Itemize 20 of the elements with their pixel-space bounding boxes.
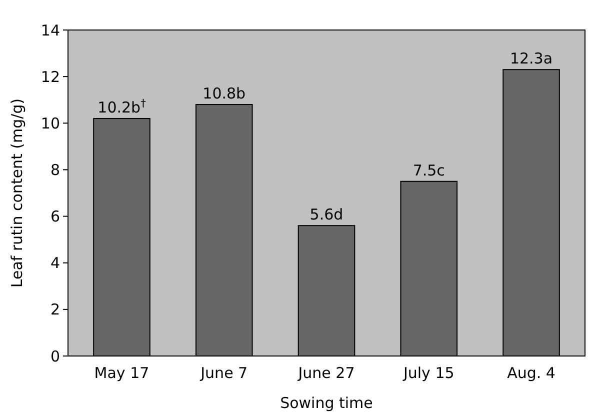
data-label: 7.5c [412, 161, 445, 180]
x-tick-label: June 7 [200, 364, 248, 382]
y-tick-label: 0 [50, 347, 60, 366]
data-label: 10.2b$^{†}$ [98, 97, 146, 116]
y-tick-label: 8 [50, 160, 60, 179]
y-axis-title: Leaf rutin content (mg/g) [8, 98, 26, 288]
x-tick-label: May 17 [94, 364, 150, 382]
y-tick-label: 2 [50, 300, 60, 319]
y-tick-label: 4 [50, 254, 60, 272]
y-tick-label: 14 [40, 21, 60, 40]
x-tick-label: July 15 [402, 364, 454, 382]
x-axis-title: Sowing time [280, 394, 373, 412]
data-label: 12.3a [510, 50, 553, 68]
x-tick-label: Aug. 4 [507, 364, 556, 382]
y-tick-label: 10 [40, 114, 60, 132]
data-label: 5.6d [310, 206, 344, 224]
data-label: 10.8b [202, 84, 246, 103]
x-tick-label: June 27 [297, 364, 355, 382]
y-tick-label: 12 [40, 68, 60, 86]
y-tick-label: 6 [50, 208, 60, 226]
